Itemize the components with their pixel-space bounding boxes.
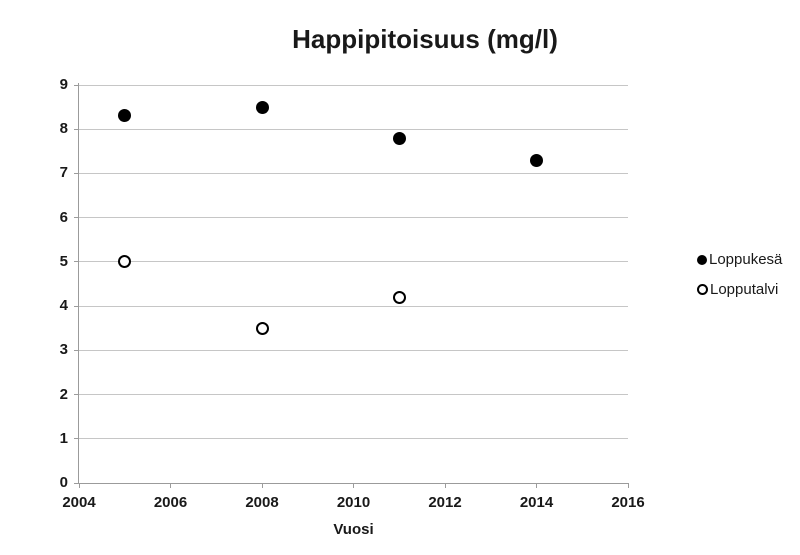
x-tick-label: 2008 [245, 494, 279, 511]
x-tick-label: 2014 [519, 494, 554, 511]
y-tick-label: 6 [59, 208, 68, 226]
y-tick-label: 7 [59, 164, 68, 182]
x-tick-label: 2012 [428, 494, 462, 511]
x-axis-title: Vuosi [333, 521, 374, 538]
x-tick-mark [261, 483, 263, 488]
y-gridline [79, 305, 628, 307]
x-tick-label: 2010 [336, 494, 371, 511]
data-point-loppukesä [255, 100, 269, 114]
y-tick-mark [74, 172, 79, 174]
y-tick-mark [74, 438, 79, 440]
y-tick-mark [74, 305, 79, 307]
x-tick-label: 2006 [153, 494, 188, 511]
y-tick-label: 8 [59, 120, 68, 138]
y-tick-label: 4 [59, 297, 68, 315]
y-gridline [79, 394, 628, 396]
x-tick-mark [353, 483, 354, 488]
data-point-lopputalvi [118, 255, 132, 269]
y-gridline [79, 349, 628, 351]
x-tick-mark [78, 483, 80, 488]
y-tick-mark [74, 84, 79, 86]
x-tick-mark [444, 483, 446, 488]
legend-label: Loppukesä [709, 251, 783, 268]
y-tick-label: 9 [59, 76, 68, 93]
y-gridline [79, 438, 628, 440]
y-tick-mark [74, 482, 79, 484]
data-point-lopputalvi [392, 290, 406, 304]
x-tick-label: 2004 [62, 494, 96, 511]
y-gridline [79, 172, 628, 174]
y-axis-line [78, 83, 79, 484]
x-tick-mark [536, 483, 537, 488]
y-tick-mark [74, 394, 79, 396]
y-tick-label: 2 [59, 385, 68, 403]
y-tick-mark [74, 261, 79, 263]
y-gridline [79, 217, 628, 219]
data-point-loppukesä [118, 109, 132, 123]
y-tick-label: 5 [59, 252, 68, 270]
legend-item-lopputalvi: Lopputalvi [697, 281, 782, 298]
data-point-loppukesä [392, 131, 406, 145]
legend: Loppukesä Lopputalvi [697, 251, 782, 311]
y-tick-label: 0 [59, 474, 68, 491]
y-gridline [79, 261, 628, 263]
y-tick-mark [74, 217, 79, 219]
x-tick-mark [170, 483, 171, 488]
filled-circle-marker-icon [697, 254, 707, 265]
y-tick-label: 3 [59, 341, 68, 359]
data-point-loppukesä [530, 153, 543, 167]
open-circle-marker-icon [697, 284, 708, 295]
data-point-lopputalvi [255, 321, 269, 335]
x-tick-label: 2016 [611, 494, 645, 511]
legend-label: Lopputalvi [710, 281, 779, 298]
y-tick-mark [74, 349, 79, 351]
y-tick-label: 1 [59, 429, 68, 447]
y-gridline [79, 128, 628, 130]
y-tick-mark [74, 128, 79, 130]
chart-title: Happipitoisuus (mg/l) [292, 24, 558, 54]
x-tick-mark [627, 483, 629, 488]
y-gridline [79, 84, 628, 86]
legend-item-loppukesa: Loppukesä [697, 251, 782, 268]
